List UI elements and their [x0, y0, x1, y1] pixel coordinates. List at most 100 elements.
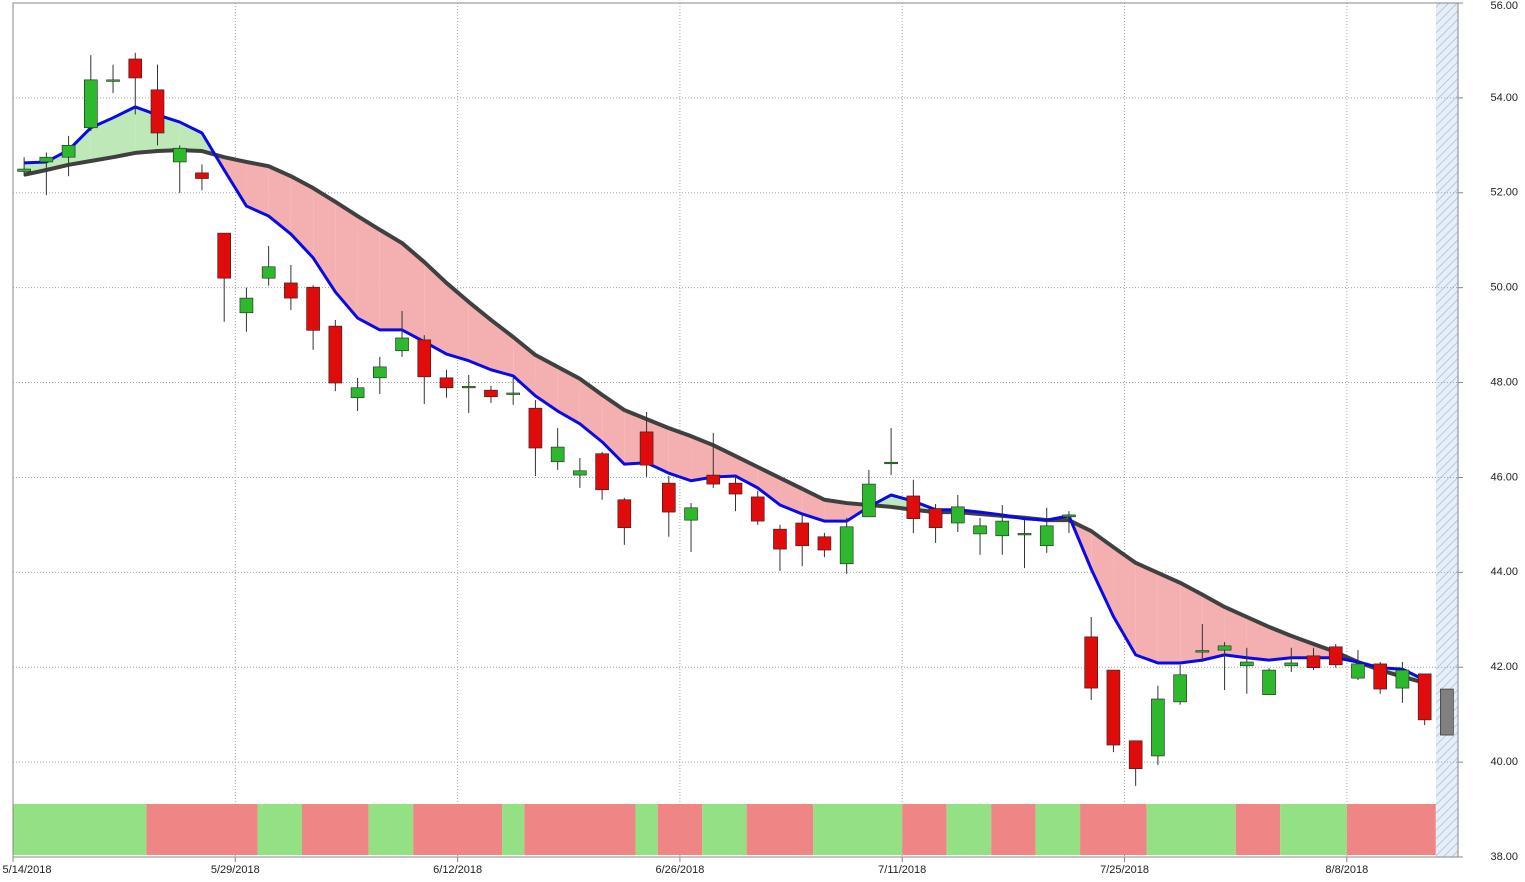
signal-block: [1235, 804, 1281, 855]
candle-body: [973, 525, 987, 535]
candle-body: [750, 496, 765, 522]
signal-block: [146, 804, 258, 855]
candle-body: [573, 470, 587, 476]
signal-block: [902, 804, 947, 855]
y-tick-label: 46.00: [1490, 471, 1518, 483]
y-tick-label: 42.00: [1490, 661, 1518, 673]
candle-body: [1195, 650, 1210, 653]
y-tick-label: 40.00: [1490, 756, 1518, 768]
candle-body: [906, 495, 921, 520]
candle-body: [862, 483, 876, 518]
candle-body: [1417, 673, 1432, 721]
candle-body: [1328, 646, 1343, 666]
candle-body: [1128, 740, 1143, 770]
signal-block: [368, 804, 414, 855]
x-tick-label: 7/11/2018: [878, 864, 926, 876]
candle-body: [373, 366, 387, 379]
ma-fill: [1113, 547, 1136, 655]
candle-body: [1440, 688, 1454, 736]
candle-body: [684, 507, 698, 521]
candle-body: [172, 147, 187, 163]
candle-body: [417, 339, 432, 378]
signal-block: [1146, 804, 1236, 855]
candle-body: [17, 168, 31, 172]
ma-fill: [1180, 582, 1203, 663]
ma-fill: [224, 157, 247, 207]
signal-block: [302, 804, 369, 855]
candle-body: [795, 522, 809, 547]
y-tick-label: 52.00: [1490, 187, 1518, 199]
candle-body: [550, 446, 565, 463]
y-tick-label: 54.00: [1490, 92, 1518, 104]
candle-body: [306, 286, 320, 331]
candle-body: [1217, 645, 1232, 651]
ma-fill: [246, 161, 269, 217]
ma-fill: [824, 499, 847, 522]
signal-block: [524, 804, 636, 855]
candle-body: [61, 145, 76, 158]
candle-body: [217, 232, 231, 279]
x-tick-label: 8/8/2018: [1325, 864, 1368, 876]
ma-fill: [1157, 572, 1181, 663]
candle-body: [261, 266, 276, 279]
candle-body: [195, 172, 209, 179]
signal-block: [1080, 804, 1147, 855]
ma-line: [23, 148, 1426, 685]
candle-body: [506, 392, 520, 395]
ma-fill: [1291, 635, 1314, 658]
ma-fill: [579, 378, 603, 442]
candle-body: [84, 79, 98, 129]
candle-body: [884, 461, 898, 465]
signal-block: [502, 804, 525, 855]
candle-body: [461, 386, 476, 389]
y-tick-label: 50.00: [1490, 282, 1518, 294]
candle-body: [1039, 525, 1054, 547]
ma-fill: [1202, 594, 1225, 661]
y-tick-label: 38.00: [1490, 851, 1518, 863]
ma-fill: [113, 106, 136, 158]
x-tick-label: 5/29/2018: [211, 864, 260, 876]
ma-fill: [691, 436, 714, 481]
candle-body: [617, 499, 632, 529]
signal-block: [635, 804, 658, 855]
ma-fill: [335, 201, 358, 319]
candle-body: [595, 453, 609, 491]
candle-body: [928, 508, 943, 529]
candle-body: [662, 482, 676, 513]
candle-body: [1306, 655, 1321, 668]
signal-block: [13, 804, 147, 855]
candle-body: [951, 506, 965, 524]
candle-body: [728, 482, 743, 495]
candle-body: [1084, 636, 1098, 689]
candle-body: [1262, 669, 1276, 696]
ma-fill: [668, 428, 692, 481]
ma-fill: [1091, 531, 1114, 617]
candle-body: [128, 58, 143, 79]
y-tick-label: 48.00: [1490, 376, 1518, 388]
signal-block: [813, 804, 903, 855]
candle-body: [1284, 662, 1299, 667]
ma-fill: [713, 445, 736, 477]
signal-block: [702, 804, 747, 855]
ma-fill: [557, 366, 580, 424]
candle-body: [1017, 533, 1032, 536]
ma-fill: [290, 176, 314, 258]
candle-body: [439, 377, 454, 389]
candle-body: [773, 528, 787, 550]
signal-block: [1280, 804, 1347, 855]
x-tick-label: 6/26/2018: [655, 864, 704, 876]
candle-body: [528, 407, 543, 449]
ma-fill: [735, 456, 758, 488]
x-tick-label: 5/14/2018: [3, 864, 52, 876]
ma-line: [24, 105, 1426, 682]
ma-fill: [424, 262, 447, 355]
candle-body: [106, 79, 120, 82]
x-tick-label: 7/25/2018: [1100, 864, 1149, 876]
signal-block: [746, 804, 814, 855]
y-tick-label: 44.00: [1490, 566, 1518, 578]
candle-body: [150, 89, 165, 134]
ma-fill: [1135, 562, 1158, 663]
ma-fill: [402, 243, 425, 342]
candle-body: [39, 156, 54, 163]
